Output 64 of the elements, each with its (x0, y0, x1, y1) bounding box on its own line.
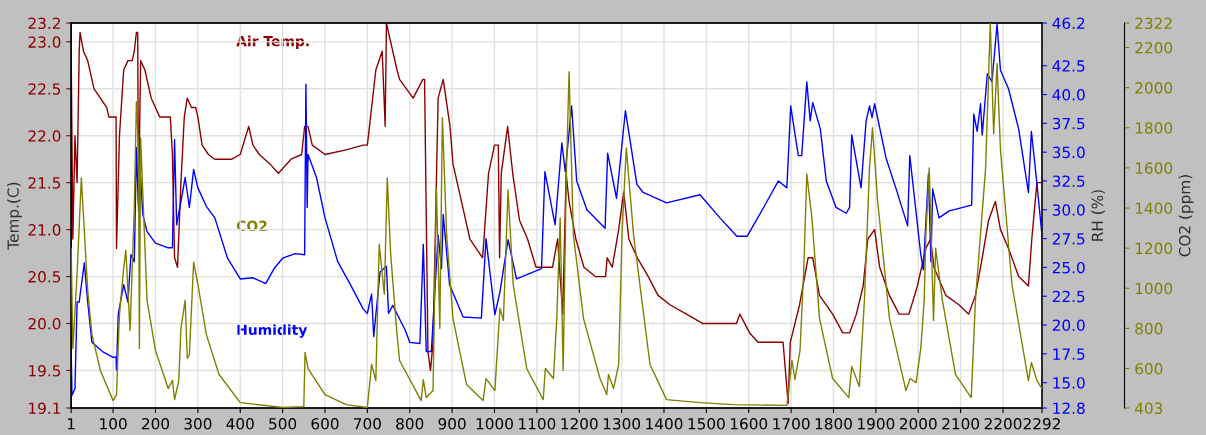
x-tick-label: 1300 (603, 418, 641, 430)
y3-tick-label: 1200 (1135, 242, 1173, 255)
x-tick-label: 100 (100, 418, 127, 430)
y2-tick-label: 40.0 (1052, 88, 1085, 101)
y2-tick-label: 15.0 (1053, 377, 1085, 389)
y-tick-label: 23.2 (28, 17, 60, 30)
x-tick-label: 1 (67, 418, 75, 430)
x-tick-label: 700 (354, 418, 381, 430)
y3-tick-label: 403 (1134, 402, 1163, 415)
y2-tick-label: 27.5 (1052, 233, 1085, 245)
y3-tick-label: 600 (1135, 362, 1163, 375)
y-axis-title: Temp.(C) (7, 182, 22, 250)
y2-tick-label: 22.5 (1052, 290, 1085, 303)
y-tick-label: 22.5 (28, 83, 61, 95)
y3-tick-label: 1600 (1135, 162, 1173, 174)
y2-tick-label: 32.5 (1052, 175, 1085, 187)
x-tick-label: 1000 (476, 418, 513, 430)
y3-tick-label: 800 (1135, 322, 1163, 335)
x-tick-label: 300 (184, 418, 212, 430)
text: Humidity (237, 324, 308, 338)
y2-tick-label: 17.5 (1053, 348, 1085, 360)
y2-tick-label: 30.0 (1052, 204, 1085, 216)
y2-tick-label: 12.8 (1053, 402, 1085, 415)
y3-tick-label: 2200 (1135, 42, 1173, 54)
x-tick-label: 2000 (899, 418, 937, 430)
y2-tick-label: 20.0 (1052, 319, 1085, 332)
y-tick-label: 19.1 (29, 402, 61, 415)
x-tick-label: 1800 (815, 418, 852, 430)
y3-tick-label: 1800 (1135, 122, 1173, 134)
y-tick-label: 19.5 (29, 364, 61, 377)
x-tick-label: 1600 (730, 418, 768, 430)
y2-axis-title: RH (%) (1091, 190, 1105, 241)
x-tick-label: 400 (226, 418, 254, 430)
x-tick-label: 1100 (519, 418, 556, 430)
y2-tick-label: 35.0 (1052, 146, 1085, 159)
y2-tick-label: 37.5 (1052, 117, 1085, 130)
x-tick-label: 1700 (773, 418, 810, 430)
x-tick-label: 900 (438, 418, 466, 430)
x-tick-label: 800 (396, 418, 424, 430)
y-tick-label: 21.5 (28, 177, 61, 189)
x-tick-label: 200 (142, 418, 170, 430)
x-tick-label: 1200 (561, 418, 598, 430)
y-tick-label: 22.0 (28, 130, 61, 142)
x-tick-label: 2200 (984, 418, 1022, 430)
y3-tick-label: 2322 (1135, 17, 1172, 30)
y3-axis-title: CO2 (ppm) (1178, 175, 1194, 257)
x-tick-label: 1500 (688, 418, 725, 430)
y2-tick-label: 25.0 (1052, 261, 1085, 274)
x-tick-label: 500 (269, 418, 297, 430)
y-tick-label: 20.0 (28, 317, 61, 330)
y-tick-label: 21.0 (28, 224, 61, 236)
text: Air Temp. (236, 35, 309, 50)
y3-tick-label: 2000 (1135, 82, 1173, 94)
y2-tick-label: 46.2 (1052, 17, 1085, 30)
y2-tick-label: 42.5 (1052, 60, 1085, 72)
x-tick-label: 1900 (858, 418, 895, 430)
y3-tick-label: 1000 (1135, 282, 1173, 295)
x-tick-label: 2100 (942, 418, 980, 430)
x-tick-label: 600 (311, 418, 339, 430)
x-tick-label: 1400 (646, 418, 683, 430)
y3-tick-label: 1400 (1135, 202, 1173, 215)
y-tick-label: 23.0 (28, 36, 61, 48)
y-tick-label: 20.5 (28, 271, 61, 283)
x-tick-label: 2292 (1023, 418, 1060, 430)
